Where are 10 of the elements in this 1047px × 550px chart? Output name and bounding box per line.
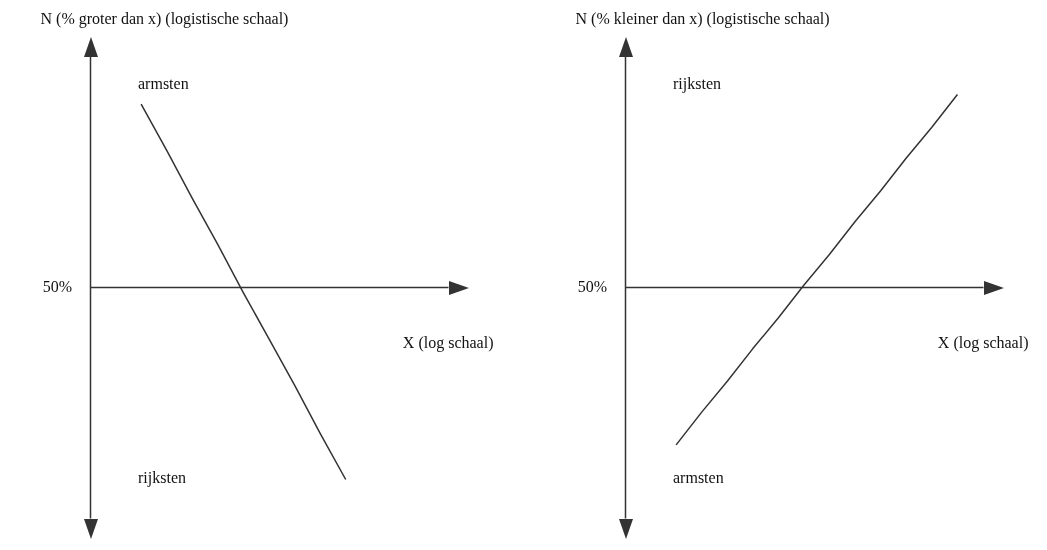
annotation: rijksten bbox=[138, 469, 186, 487]
text: armsten bbox=[138, 75, 189, 92]
x-axis-title: X (log schaal) bbox=[937, 333, 1029, 352]
text: 50% bbox=[42, 278, 72, 295]
text: 50% bbox=[577, 278, 607, 295]
y-axis-title: N (% groter dan x) (logistische schaal) bbox=[40, 9, 289, 28]
x-axis-title: X (log schaal) bbox=[402, 333, 494, 352]
y-axis-title: N (% kleiner dan x) (logistische schaal) bbox=[575, 9, 830, 28]
text: armsten bbox=[673, 469, 724, 486]
text: rijksten bbox=[673, 75, 721, 93]
